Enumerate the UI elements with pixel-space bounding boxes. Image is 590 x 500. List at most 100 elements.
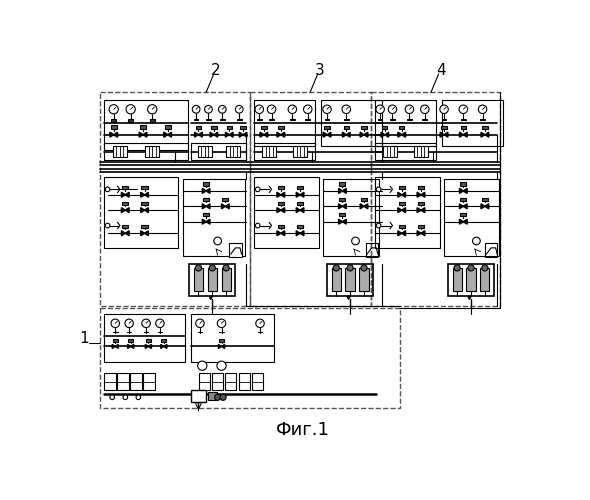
Polygon shape bbox=[421, 192, 425, 198]
Circle shape bbox=[267, 105, 276, 114]
Bar bbox=[254, 177, 319, 248]
Polygon shape bbox=[485, 204, 489, 209]
Polygon shape bbox=[444, 132, 448, 137]
Circle shape bbox=[255, 187, 260, 192]
Bar bbox=[339, 198, 346, 201]
Bar bbox=[230, 244, 241, 257]
Polygon shape bbox=[398, 208, 402, 212]
Bar bbox=[327, 264, 373, 296]
Polygon shape bbox=[202, 188, 206, 194]
Bar bbox=[361, 198, 367, 201]
Polygon shape bbox=[402, 230, 405, 236]
Polygon shape bbox=[398, 230, 402, 236]
Text: Фиг.1: Фиг.1 bbox=[276, 420, 329, 438]
Polygon shape bbox=[195, 132, 198, 137]
Circle shape bbox=[454, 265, 460, 271]
Polygon shape bbox=[339, 204, 342, 209]
Bar bbox=[418, 202, 424, 205]
Circle shape bbox=[195, 265, 202, 271]
Polygon shape bbox=[463, 188, 467, 194]
Circle shape bbox=[482, 265, 488, 271]
Bar bbox=[375, 177, 440, 248]
Text: 1: 1 bbox=[80, 331, 89, 346]
Circle shape bbox=[256, 319, 264, 328]
Circle shape bbox=[388, 105, 396, 114]
Bar bbox=[226, 146, 240, 157]
Circle shape bbox=[323, 105, 331, 114]
Bar bbox=[198, 146, 212, 157]
Text: 2: 2 bbox=[211, 62, 221, 78]
Bar bbox=[203, 198, 209, 201]
Polygon shape bbox=[125, 208, 129, 212]
Bar bbox=[142, 186, 148, 190]
Bar bbox=[297, 202, 303, 205]
Circle shape bbox=[468, 265, 474, 271]
Polygon shape bbox=[421, 208, 425, 212]
Polygon shape bbox=[209, 296, 212, 300]
Bar bbox=[399, 225, 405, 228]
Bar bbox=[130, 374, 142, 390]
Polygon shape bbox=[145, 344, 148, 348]
Polygon shape bbox=[342, 132, 346, 137]
Bar bbox=[145, 146, 159, 157]
Polygon shape bbox=[381, 132, 385, 137]
Circle shape bbox=[205, 106, 212, 113]
Polygon shape bbox=[300, 208, 304, 212]
Polygon shape bbox=[206, 204, 210, 209]
Bar bbox=[324, 126, 330, 130]
Polygon shape bbox=[122, 230, 125, 236]
Polygon shape bbox=[402, 132, 405, 137]
Bar bbox=[191, 314, 274, 362]
Bar bbox=[346, 268, 355, 291]
Circle shape bbox=[217, 361, 226, 370]
Bar bbox=[104, 177, 178, 248]
Bar bbox=[203, 182, 209, 186]
Bar bbox=[122, 202, 129, 205]
Circle shape bbox=[352, 237, 359, 245]
Bar bbox=[418, 225, 424, 228]
Polygon shape bbox=[440, 132, 444, 137]
Polygon shape bbox=[342, 204, 346, 209]
Bar bbox=[199, 374, 210, 390]
Polygon shape bbox=[296, 192, 300, 198]
Bar bbox=[140, 126, 146, 130]
Bar bbox=[278, 126, 284, 130]
Bar bbox=[112, 120, 116, 122]
Bar bbox=[211, 126, 217, 130]
Polygon shape bbox=[110, 132, 114, 137]
Circle shape bbox=[478, 105, 487, 114]
Polygon shape bbox=[143, 132, 147, 137]
Circle shape bbox=[218, 106, 226, 113]
Bar bbox=[278, 202, 284, 205]
Bar bbox=[339, 213, 346, 216]
Bar bbox=[460, 182, 466, 186]
Bar bbox=[219, 338, 224, 342]
Bar bbox=[196, 126, 201, 130]
Bar bbox=[261, 126, 267, 130]
Polygon shape bbox=[112, 344, 115, 348]
Circle shape bbox=[223, 265, 230, 271]
Bar bbox=[191, 143, 246, 160]
Polygon shape bbox=[398, 192, 402, 198]
Circle shape bbox=[192, 106, 200, 113]
Polygon shape bbox=[122, 192, 125, 198]
Polygon shape bbox=[140, 208, 145, 212]
Polygon shape bbox=[463, 132, 467, 137]
Circle shape bbox=[235, 106, 243, 113]
Polygon shape bbox=[460, 219, 463, 224]
Polygon shape bbox=[398, 132, 402, 137]
Polygon shape bbox=[281, 192, 284, 198]
Polygon shape bbox=[225, 204, 230, 209]
Bar bbox=[142, 225, 148, 228]
Polygon shape bbox=[300, 192, 304, 198]
Polygon shape bbox=[160, 344, 164, 348]
Polygon shape bbox=[460, 132, 463, 137]
Bar bbox=[100, 308, 400, 408]
Polygon shape bbox=[277, 208, 281, 212]
Bar bbox=[104, 143, 188, 160]
Bar bbox=[399, 202, 405, 205]
Circle shape bbox=[440, 105, 448, 114]
Polygon shape bbox=[210, 132, 214, 137]
Polygon shape bbox=[277, 230, 281, 236]
Bar bbox=[111, 126, 117, 130]
